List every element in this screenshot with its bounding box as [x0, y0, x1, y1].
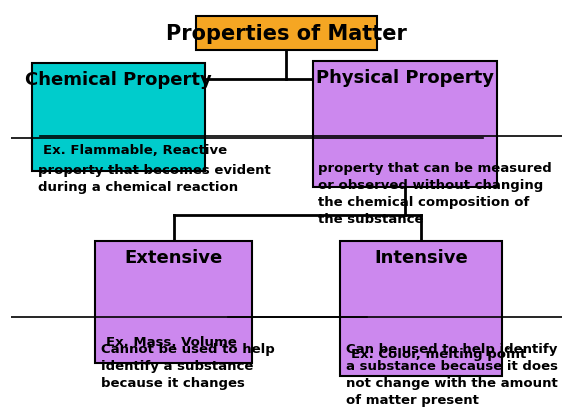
Text: Ex. Mass, Volume: Ex. Mass, Volume: [107, 336, 237, 349]
FancyBboxPatch shape: [313, 61, 497, 187]
Text: Ex. Flammable, Reactive: Ex. Flammable, Reactive: [43, 144, 227, 157]
Text: Chemical Property: Chemical Property: [25, 71, 212, 89]
Text: property that becomes evident
during a chemical reaction: property that becomes evident during a c…: [38, 164, 270, 194]
FancyBboxPatch shape: [95, 241, 252, 364]
Text: Can be used to help identify
a substance because it does
not change with the amo: Can be used to help identify a substance…: [346, 343, 558, 407]
Text: Ex. Color, melting point: Ex. Color, melting point: [351, 349, 527, 362]
Text: property that can be measured
or observed without changing
the chemical composit: property that can be measured or observe…: [318, 163, 552, 227]
FancyBboxPatch shape: [340, 241, 503, 375]
FancyBboxPatch shape: [196, 16, 377, 51]
Text: Cannot be used to help
identify a substance
because it changes: Cannot be used to help identify a substa…: [101, 343, 274, 390]
Text: Intensive: Intensive: [374, 249, 468, 267]
Text: Physical Property: Physical Property: [316, 69, 494, 87]
Text: Extensive: Extensive: [124, 249, 223, 267]
FancyBboxPatch shape: [32, 63, 205, 171]
Text: Properties of Matter: Properties of Matter: [166, 24, 407, 44]
